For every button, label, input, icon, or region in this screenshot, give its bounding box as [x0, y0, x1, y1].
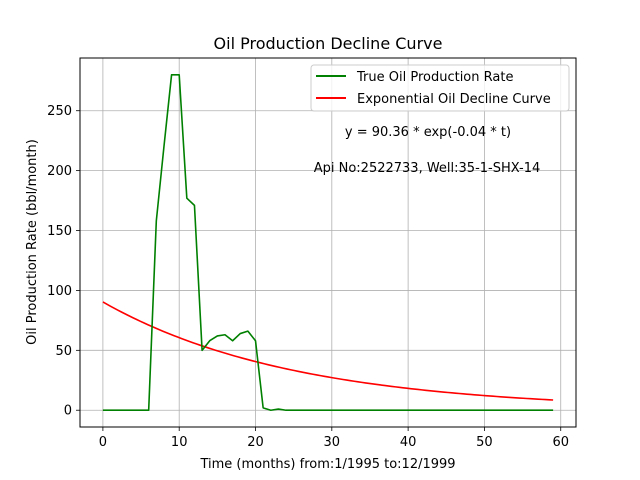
x-tick-label: 50 [476, 435, 493, 450]
equation-annotation: y = 90.36 * exp(-0.04 * t) [345, 125, 511, 140]
y-tick-label: 0 [64, 404, 72, 419]
x-axis-label: Time (months) from:1/1995 to:12/1999 [199, 457, 455, 472]
series-layer [102, 73, 554, 412]
y-tick-label: 50 [55, 344, 72, 359]
x-tick-label: 10 [171, 435, 188, 450]
decline-curve-line [102, 301, 554, 401]
y-axis-label: Oil Production Rate (bbl/month) [25, 139, 40, 345]
true-rate-line [102, 73, 554, 412]
grid-lines [80, 58, 576, 427]
legend-box [310, 64, 570, 112]
legend-label-decline-curve: Exponential Oil Decline Curve [357, 92, 551, 107]
chart-title: Oil Production Decline Curve [214, 34, 443, 53]
plot-frame [79, 57, 577, 428]
x-tick-label: 20 [247, 435, 264, 450]
x-tick-label: 0 [99, 435, 107, 450]
x-tick-label: 60 [552, 435, 569, 450]
axis-ticks: 0 10 20 30 40 50 60 0 50 100 150 200 250 [47, 104, 569, 450]
well-annotation: Api No:2522733, Well:35-1-SHX-14 [314, 161, 541, 176]
y-tick-label: 100 [47, 284, 72, 299]
legend-label-true-rate: True Oil Production Rate [356, 70, 513, 85]
x-tick-label: 30 [324, 435, 341, 450]
legend: True Oil Production Rate Exponential Oil… [310, 64, 570, 112]
x-tick-label: 40 [400, 435, 417, 450]
y-tick-label: 150 [47, 224, 72, 239]
y-tick-label: 250 [47, 104, 72, 119]
y-tick-label: 200 [47, 164, 72, 179]
